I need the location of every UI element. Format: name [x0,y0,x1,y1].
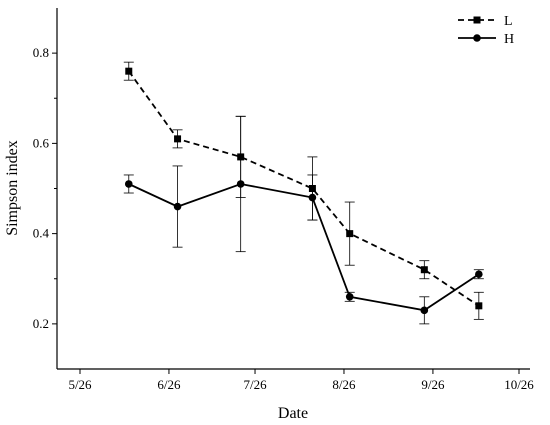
legend-item-L: L [458,14,513,29]
y-tick-label: 0.6 [33,135,50,150]
x-axis-title: Date [278,405,308,422]
legend-label: L [504,14,513,29]
series-H [123,115,484,325]
data-point-circle [124,180,133,188]
legend-marker-circle [473,34,481,42]
legend-label: H [504,32,514,47]
y-tick-label: 0.4 [33,226,50,241]
y-tick-label: 0.2 [33,316,49,331]
data-point-circle [236,180,245,188]
x-tick-label: 6/26 [157,377,181,392]
data-point-circle [308,193,317,202]
data-point-square [475,302,483,310]
series-layer [123,61,484,325]
x-tick-label: 9/26 [421,377,445,392]
legend-marker-square [473,16,481,24]
y-axis-title: Simpson index [4,140,21,236]
data-point-square [420,266,428,274]
y-tick-label: 0.8 [33,45,49,60]
data-point-square [346,230,354,238]
data-point-circle [173,202,182,211]
data-point-circle [345,293,354,301]
legend-item-H: H [458,32,514,47]
axes: 5/26 6/26 7/26 8/26 9/26 10/26 0.2 0.4 0.6 0.8 [33,8,534,392]
data-point-square [174,135,182,143]
x-tick-label: 8/26 [332,377,356,392]
data-point-square [125,67,133,75]
legend: LH [458,14,514,47]
x-tick-label: 7/26 [243,377,267,392]
x-tick-label: 10/26 [504,377,534,392]
data-point-circle [420,306,429,315]
data-point-circle [475,270,483,279]
x-tick-label: 5/26 [68,377,92,392]
